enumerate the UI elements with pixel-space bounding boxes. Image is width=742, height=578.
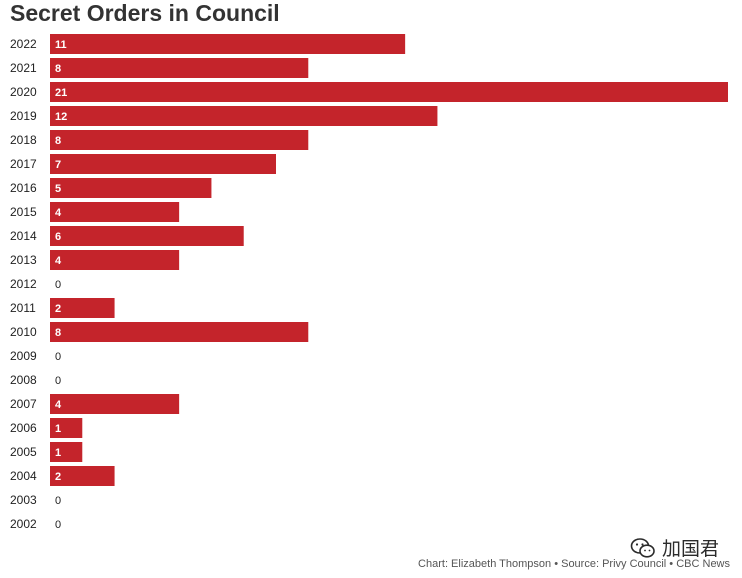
year-label: 2013 — [10, 253, 37, 267]
bar-value-label: 11 — [55, 39, 67, 51]
chart-title: Secret Orders in Council — [10, 0, 280, 26]
bar-value-label: 4 — [55, 255, 62, 267]
bar — [50, 418, 83, 438]
year-label: 2010 — [10, 325, 37, 339]
year-label: 2004 — [10, 469, 37, 483]
bar — [50, 298, 115, 318]
bar — [50, 106, 438, 126]
watermark: 加国君 — [630, 534, 719, 561]
year-label: 2019 — [10, 109, 37, 123]
chart-credit: Chart: Elizabeth Thompson • Source: Priv… — [418, 558, 730, 570]
bar-value-label: 0 — [55, 279, 61, 291]
bar — [50, 154, 276, 174]
bar-value-label: 8 — [55, 135, 61, 147]
year-label: 2020 — [10, 85, 37, 99]
bar — [50, 82, 728, 102]
bar — [50, 322, 309, 342]
bar — [50, 442, 83, 462]
bar-value-label: 0 — [55, 495, 61, 507]
bar-value-label: 2 — [55, 303, 61, 315]
bar — [50, 34, 406, 54]
year-label: 2016 — [10, 181, 37, 195]
bar-value-label: 12 — [55, 111, 67, 123]
bar-value-label: 0 — [55, 375, 61, 387]
year-label: 2003 — [10, 493, 37, 507]
year-label: 2006 — [10, 421, 37, 435]
year-label: 2009 — [10, 349, 37, 363]
year-label: 2005 — [10, 445, 37, 459]
bar-value-label: 8 — [55, 327, 61, 339]
bar-value-label: 8 — [55, 63, 61, 75]
year-label: 2021 — [10, 61, 37, 75]
bar-value-label: 4 — [55, 399, 62, 411]
bar-value-label: 1 — [55, 447, 61, 459]
bar-value-label: 0 — [55, 351, 61, 363]
bar-value-label: 4 — [55, 207, 62, 219]
bar-value-label: 2 — [55, 471, 61, 483]
year-label: 2022 — [10, 37, 37, 51]
year-label: 2017 — [10, 157, 37, 171]
year-label: 2012 — [10, 277, 37, 291]
year-label: 2002 — [10, 517, 37, 531]
bar — [50, 226, 244, 246]
year-label: 2015 — [10, 205, 37, 219]
bar-value-label: 6 — [55, 231, 61, 243]
bar — [50, 394, 180, 414]
watermark-text: 加国君 — [662, 539, 720, 560]
bar — [50, 130, 309, 150]
bar — [50, 466, 115, 486]
bar — [50, 178, 212, 198]
bar — [50, 250, 180, 270]
bar-value-label: 0 — [55, 519, 61, 531]
year-label: 2014 — [10, 229, 37, 243]
bar — [50, 58, 309, 78]
bar-value-label: 7 — [55, 159, 61, 171]
bar — [50, 202, 180, 222]
bar-value-label: 1 — [55, 423, 61, 435]
year-label: 2018 — [10, 133, 37, 147]
year-label: 2007 — [10, 397, 37, 411]
bar-value-label: 21 — [55, 87, 67, 99]
wechat-icon — [630, 537, 655, 558]
year-label: 2011 — [10, 301, 36, 315]
bar-value-label: 5 — [55, 183, 61, 195]
year-label: 2008 — [10, 373, 37, 387]
